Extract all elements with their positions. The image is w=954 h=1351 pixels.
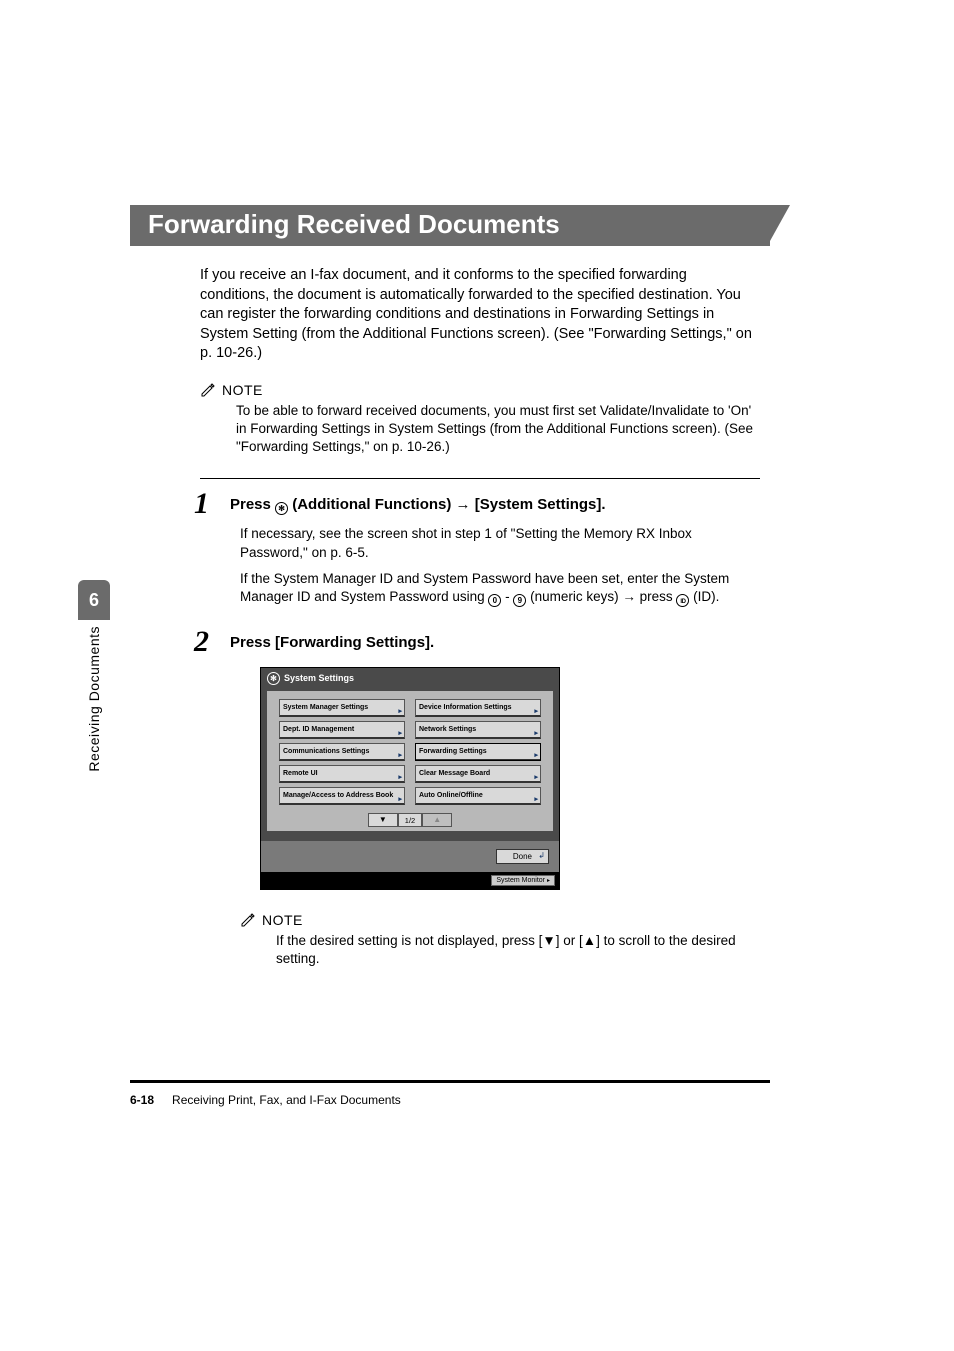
note-text-2: If the desired setting is not displayed,… (276, 932, 756, 968)
btn-forwarding-settings[interactable]: Forwarding Settings (415, 743, 541, 761)
btn-system-manager-settings[interactable]: System Manager Settings (279, 699, 405, 717)
figure-footer: System Monitor (261, 872, 559, 889)
note-text-1: To be able to forward received documents… (236, 402, 756, 457)
step-1-body-p2: If the System Manager ID and System Pass… (240, 570, 750, 607)
pager-down-button[interactable]: ▼ (368, 813, 398, 827)
footer-title: Receiving Print, Fax, and I-Fax Document… (172, 1093, 401, 1107)
figure-panel-top: System Settings System Manager Settings … (261, 668, 559, 841)
done-button[interactable]: Done (496, 849, 549, 864)
additional-functions-icon (275, 502, 288, 515)
pencil-icon (200, 382, 216, 398)
arrow-icon: → (456, 496, 471, 513)
step-1-number: 1 (194, 487, 209, 521)
btn-network-settings[interactable]: Network Settings (415, 721, 541, 739)
step-1: 1 Press (Additional Functions) → [System… (230, 495, 760, 607)
chapter-section-label: Receiving Documents (86, 626, 102, 772)
note-block-1: NOTE To be able to forward received docu… (200, 382, 760, 457)
btn-clear-message-board[interactable]: Clear Message Board (415, 765, 541, 783)
figure-done-row: Done (261, 841, 559, 872)
note-block-2: NOTE If the desired setting is not displ… (240, 912, 760, 968)
btn-communications-settings[interactable]: Communications Settings (279, 743, 405, 761)
figure-title-bar: System Settings (267, 672, 553, 685)
chapter-number-box: 6 (78, 580, 110, 620)
note-label-2: NOTE (240, 912, 760, 928)
section-heading: Forwarding Received Documents (130, 205, 770, 246)
pager-up-button[interactable]: ▲ (422, 813, 452, 827)
key-0-icon (488, 594, 501, 607)
footer-rule (130, 1080, 770, 1083)
page-content: Forwarding Received Documents If you rec… (130, 205, 810, 968)
footer-line: 6-18 Receiving Print, Fax, and I-Fax Docu… (130, 1093, 770, 1107)
step-2-number: 2 (194, 625, 209, 659)
btn-manage-access-address-book[interactable]: Manage/Access to Address Book (279, 787, 405, 805)
figure-title-text: System Settings (284, 673, 354, 683)
key-9-icon (513, 594, 526, 607)
arrow-icon: → (622, 589, 636, 604)
step-1-title: Press (Additional Functions) → [System S… (230, 495, 760, 515)
note-label-2-text: NOTE (262, 912, 303, 928)
btn-auto-online-offline[interactable]: Auto Online/Offline (415, 787, 541, 805)
page-footer: 6-18 Receiving Print, Fax, and I-Fax Docu… (130, 1080, 770, 1107)
note-label-text: NOTE (222, 382, 263, 398)
figure-columns: System Manager Settings Dept. ID Managem… (279, 699, 541, 805)
divider-1 (200, 478, 760, 479)
step-2-title: Press [Forwarding Settings]. (230, 633, 760, 653)
intro-paragraph: If you receive an I-fax document, and it… (200, 266, 760, 364)
figure-col-left: System Manager Settings Dept. ID Managem… (279, 699, 405, 805)
btn-device-information-settings[interactable]: Device Information Settings (415, 699, 541, 717)
system-settings-screenshot: System Settings System Manager Settings … (260, 667, 560, 890)
pager-indicator: 1/2 (398, 813, 422, 827)
figure-col-right: Device Information Settings Network Sett… (415, 699, 541, 805)
note-label: NOTE (200, 382, 760, 398)
system-monitor-button[interactable]: System Monitor (491, 875, 555, 886)
gear-icon (267, 672, 280, 685)
figure-pager: ▼ 1/2 ▲ (279, 813, 541, 827)
footer-page-number: 6-18 (130, 1093, 154, 1107)
step-1-body-p1: If necessary, see the screen shot in ste… (240, 525, 750, 561)
pencil-icon (240, 912, 256, 928)
step-2: 2 Press [Forwarding Settings]. (230, 633, 760, 653)
btn-remote-ui[interactable]: Remote UI (279, 765, 405, 783)
step-1-body: If necessary, see the screen shot in ste… (240, 525, 750, 607)
figure-button-area: System Manager Settings Dept. ID Managem… (267, 691, 553, 831)
chapter-side-tab: 6 Receiving Documents (78, 580, 110, 772)
btn-dept-id-management[interactable]: Dept. ID Management (279, 721, 405, 739)
key-id-icon (676, 594, 689, 607)
